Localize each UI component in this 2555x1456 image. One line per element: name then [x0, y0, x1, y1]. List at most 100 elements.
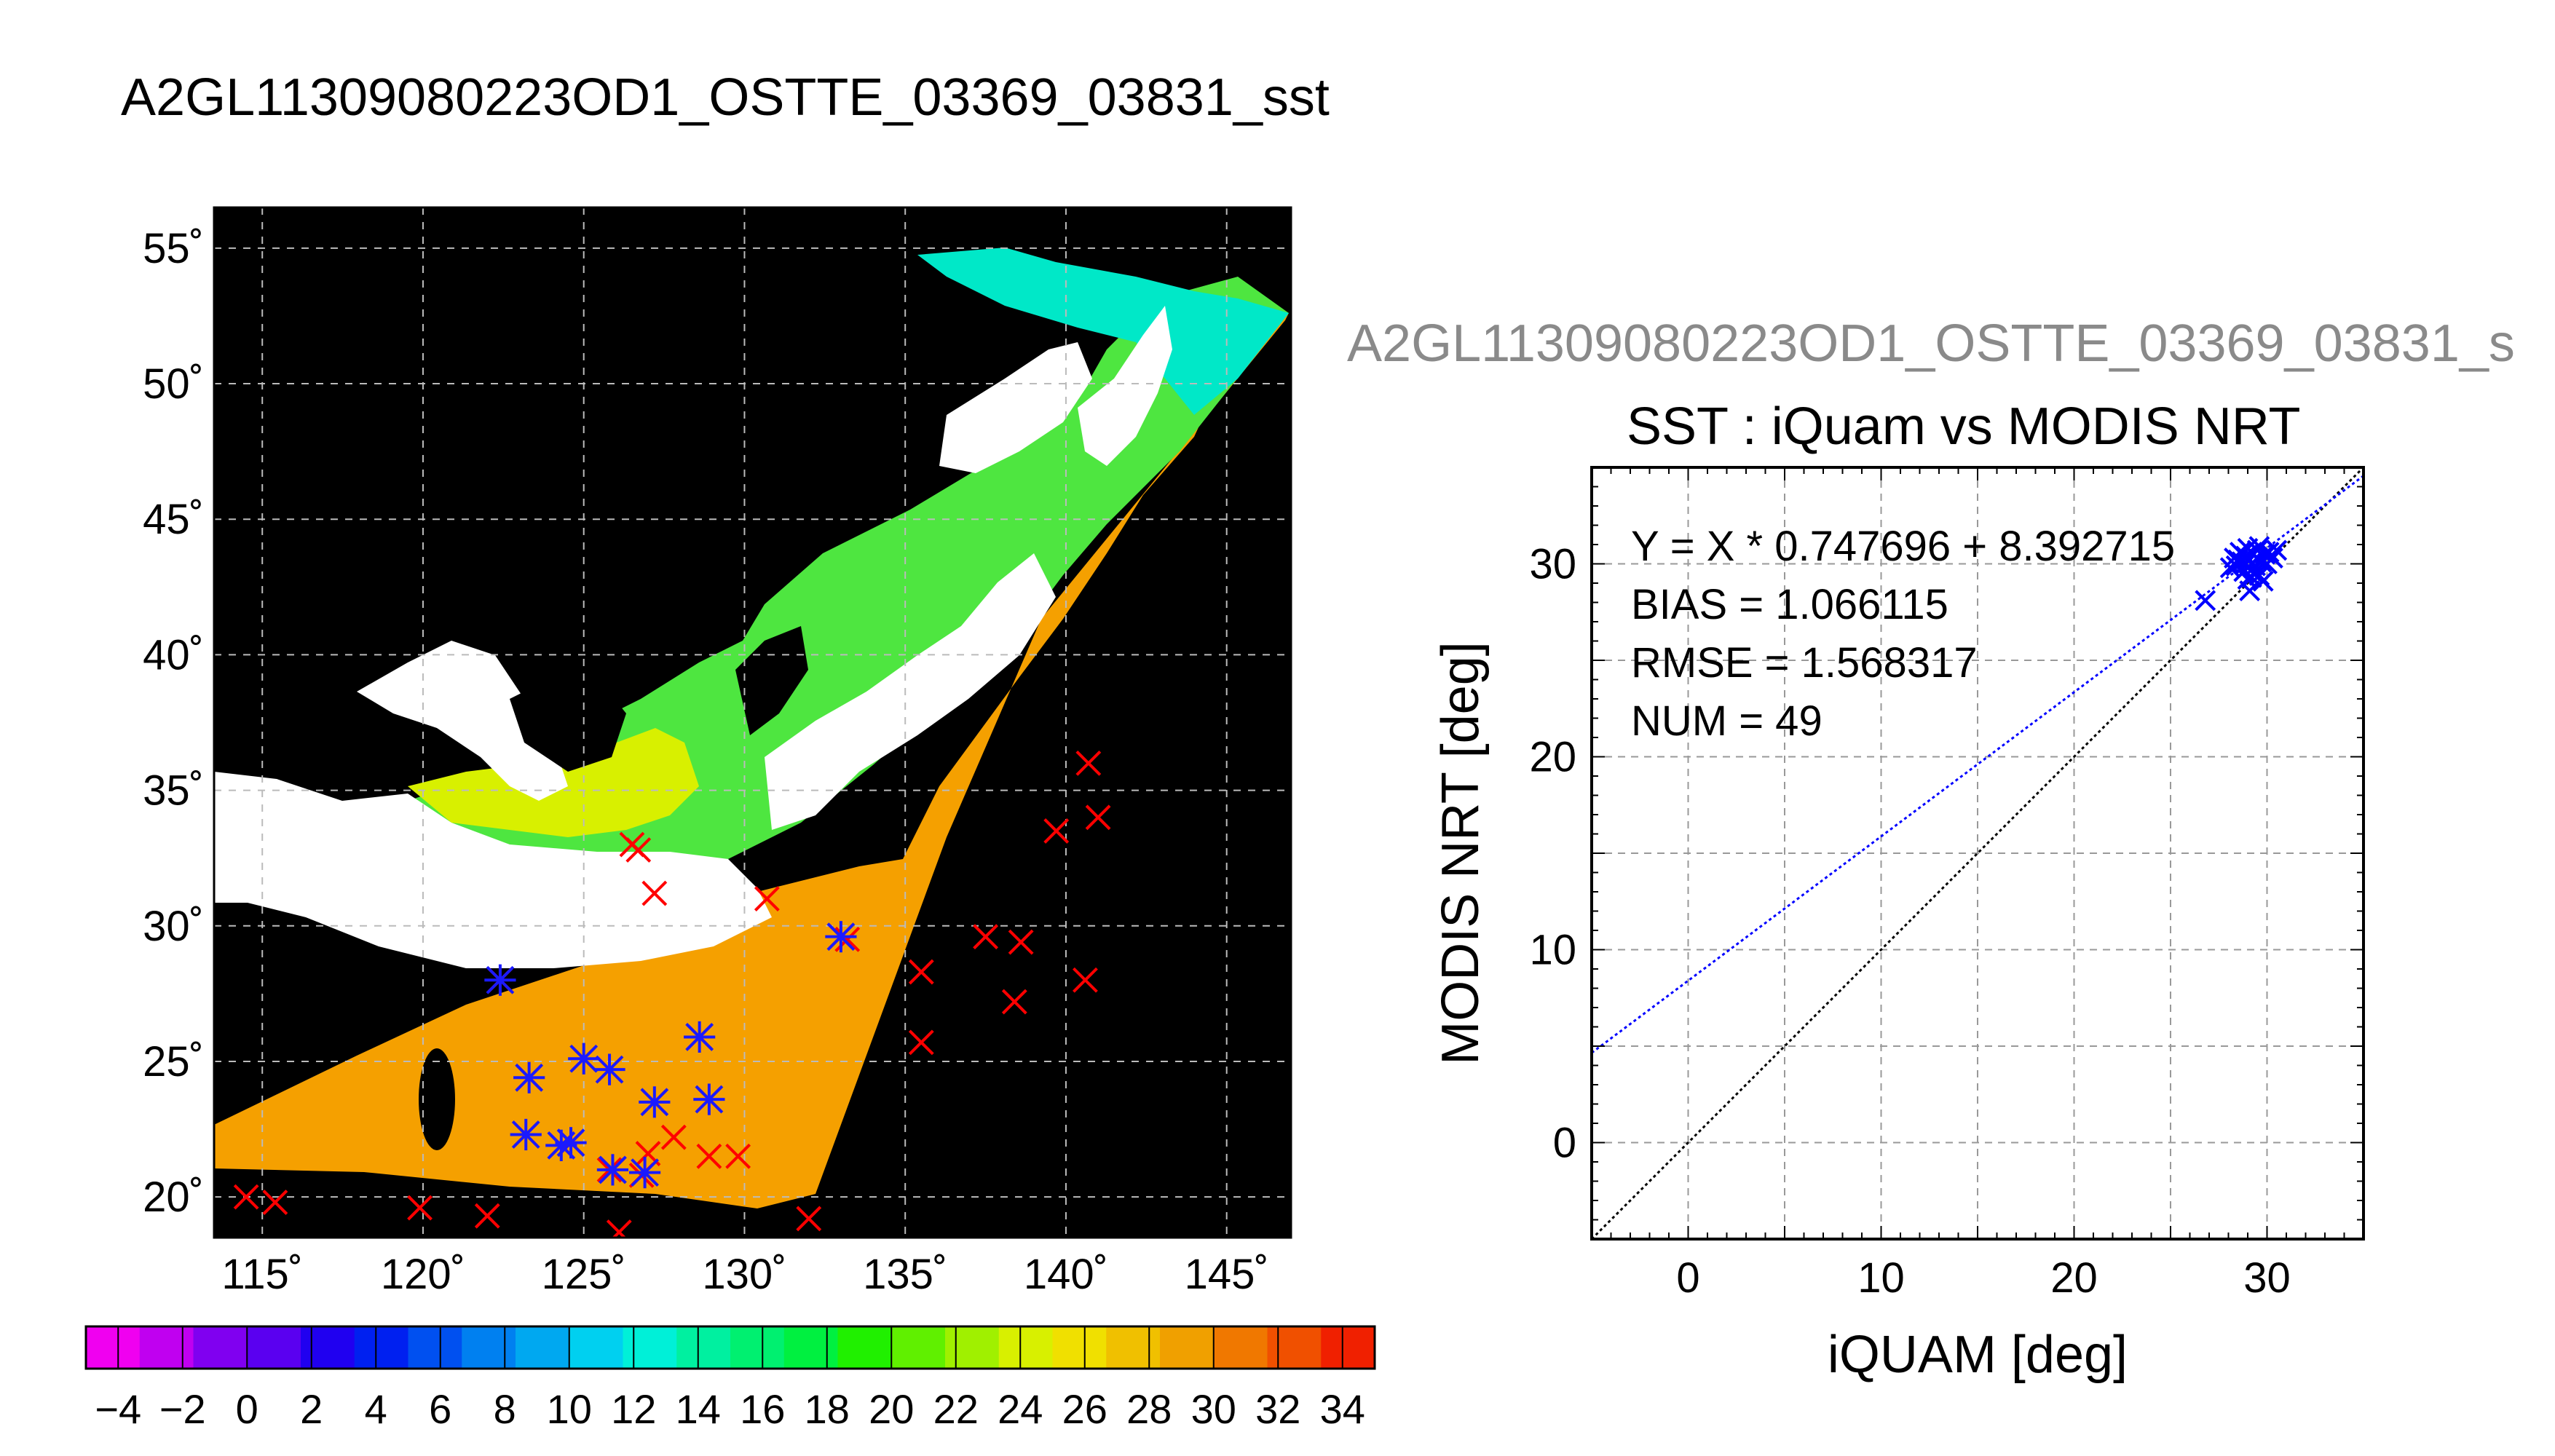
colorbar-tick-label: −2 — [159, 1386, 206, 1432]
colorbar-tick-label: 16 — [740, 1386, 785, 1432]
sst-map-panel: 115˚ 120˚ 125˚ 130˚ 135˚ 140˚ 145˚ 20˚ 25˚ 30˚ 35… — [143, 206, 1292, 1298]
matchup-marker-blue — [568, 1042, 600, 1075]
colorbar-tick-label: 22 — [933, 1386, 979, 1432]
colorbar-swatch — [730, 1326, 785, 1369]
colorbar-frame — [84, 1325, 1376, 1370]
matchup-marker-red-stroke-b — [908, 1029, 934, 1056]
map-x-tick-label: 145˚ — [1185, 1251, 1269, 1298]
num-text: NUM = 49 — [1631, 697, 1823, 745]
scatter-x-tick-label: 0 — [1676, 1254, 1699, 1302]
scatter-point-stroke-b — [2195, 590, 2216, 612]
scatter-y-tick-label: 30 — [1529, 541, 1576, 588]
map-x-tick-labels: 115˚ 120˚ 125˚ 130˚ 135˚ 140˚ 145˚ — [221, 1251, 1268, 1298]
colorbar-swatch — [516, 1326, 570, 1369]
scatter-panel: 0 10 20 30 0 10 20 30 iQUAM [deg] MODIS NRT [d… — [1431, 466, 2365, 1384]
map-y-tick-label: 45˚ — [143, 496, 204, 543]
matchup-marker-blue — [684, 1021, 716, 1053]
matchup-marker-red-stroke-b — [754, 886, 780, 911]
matchup-marker-blue — [596, 1154, 629, 1186]
colorbar-swatch — [1160, 1326, 1215, 1369]
colorbar-tick-label: 28 — [1126, 1386, 1172, 1432]
matchup-markers-blue — [484, 921, 857, 1189]
scatter-point-stroke-b — [2248, 536, 2270, 558]
scatter-file-title: A2GL11309080223OD1_OSTTE_03369_03831_s — [1347, 314, 2515, 373]
matchup-marker-red-stroke-b — [407, 1195, 433, 1221]
matchup-marker-red-stroke-b — [1073, 967, 1098, 993]
colorbar-swatch — [1106, 1326, 1161, 1369]
scatter-points — [2195, 536, 2288, 612]
main-title: A2GL11309080223OD1_OSTTE_03369_03831_sst — [121, 68, 1330, 127]
colorbar-swatch — [1321, 1326, 1375, 1369]
sst-colorbar: −4 −2 0 2 4 6 8 10 12 14 16 18 20 22 24 26 28 30 32 34 — [84, 1325, 1376, 1432]
map-x-tick-label: 120˚ — [381, 1251, 465, 1298]
matchup-marker-red-stroke-b — [1085, 804, 1111, 831]
scatter-x-tick-label: 10 — [1857, 1254, 1905, 1302]
colorbar-tick-label: 32 — [1255, 1386, 1300, 1432]
matchup-marker-blue — [555, 1127, 587, 1159]
map-x-tick-label: 115˚ — [221, 1251, 303, 1298]
matchup-marker-red-stroke-b — [725, 1143, 751, 1169]
matchup-marker-red-stroke-b — [1001, 989, 1027, 1015]
sea-dark-japan-sea-edge — [735, 626, 808, 735]
land-china — [214, 772, 772, 968]
matchup-marker-red-stroke-b — [973, 924, 998, 950]
scatter-x-tick-labels: 0 10 20 30 — [1676, 1254, 2290, 1302]
scatter-y-tick-label: 10 — [1529, 927, 1576, 974]
matchup-marker-red — [1075, 750, 1102, 776]
matchup-marker-red — [1085, 804, 1111, 831]
matchup-marker-red — [1043, 818, 1070, 844]
land-korea — [357, 641, 568, 801]
map-x-tick-label: 125˚ — [542, 1251, 626, 1298]
colorbar-swatch — [1267, 1326, 1322, 1369]
matchup-marker-red — [754, 886, 780, 911]
matchup-marker-red — [908, 1029, 934, 1056]
colorbar-swatch — [945, 1326, 1000, 1369]
map-x-tick-label: 135˚ — [863, 1251, 947, 1298]
colorbar-swatch — [1052, 1326, 1107, 1369]
sea-dark-bohai — [510, 677, 626, 772]
matchup-marker-red — [625, 837, 652, 863]
map-x-tick-label: 140˚ — [1024, 1251, 1108, 1298]
matchup-marker-red — [606, 1219, 632, 1238]
colorbar-swatch — [837, 1326, 893, 1369]
map-y-tick-label: 25˚ — [143, 1038, 204, 1085]
colorbar-swatch — [783, 1326, 839, 1369]
matchup-marker-red — [407, 1195, 433, 1221]
matchup-marker-red-stroke-b — [796, 1206, 822, 1232]
scatter-y-tick-label: 20 — [1529, 734, 1576, 781]
scatter-point-stroke-b — [2240, 566, 2262, 588]
colorbar-tick-label: 20 — [869, 1386, 914, 1432]
matchup-marker-red-stroke-b — [660, 1124, 687, 1150]
matchup-marker-blue — [593, 1053, 625, 1085]
matchup-marker-red-stroke-b — [1043, 818, 1070, 844]
matchup-marker-blue — [484, 964, 516, 996]
matchup-marker-red-stroke-b — [625, 837, 652, 863]
colorbar-tick-label: 24 — [998, 1386, 1043, 1432]
scatter-point-stroke-b — [2235, 553, 2256, 574]
colorbar-swatch — [354, 1326, 409, 1369]
rmse-text: RMSE = 1.568317 — [1631, 639, 1978, 687]
matchup-marker-red-stroke-b — [233, 1184, 259, 1210]
colorbar-swatch — [86, 1326, 141, 1369]
matchup-markers-red — [233, 750, 1111, 1238]
matchup-marker-red — [1008, 929, 1034, 955]
matchup-marker-blue — [639, 1086, 671, 1118]
map-x-tick-label: 130˚ — [702, 1251, 786, 1298]
scatter-minor-ticks — [1591, 467, 2364, 1240]
land-taiwan — [419, 1048, 455, 1150]
colorbar-swatch — [623, 1326, 678, 1369]
matchup-marker-red — [660, 1124, 687, 1150]
colorbar-swatch — [462, 1326, 516, 1369]
scatter-statistics: Y = X * 0.747696 + 8.392715 BIAS = 1.066… — [1631, 523, 2175, 745]
scatter-point — [2240, 566, 2262, 588]
matchup-marker-red — [474, 1203, 500, 1229]
matchup-marker-red-stroke-b — [262, 1190, 288, 1216]
scatter-point — [2235, 553, 2256, 574]
matchup-marker-red-stroke-b — [1075, 750, 1102, 776]
swath-cyan-north — [917, 248, 1289, 415]
matchup-marker-red — [908, 959, 934, 985]
scatter-x-tick-label: 20 — [2050, 1254, 2098, 1302]
scatter-point-stroke-b — [2239, 580, 2261, 602]
matchup-marker-blue — [629, 1157, 661, 1189]
